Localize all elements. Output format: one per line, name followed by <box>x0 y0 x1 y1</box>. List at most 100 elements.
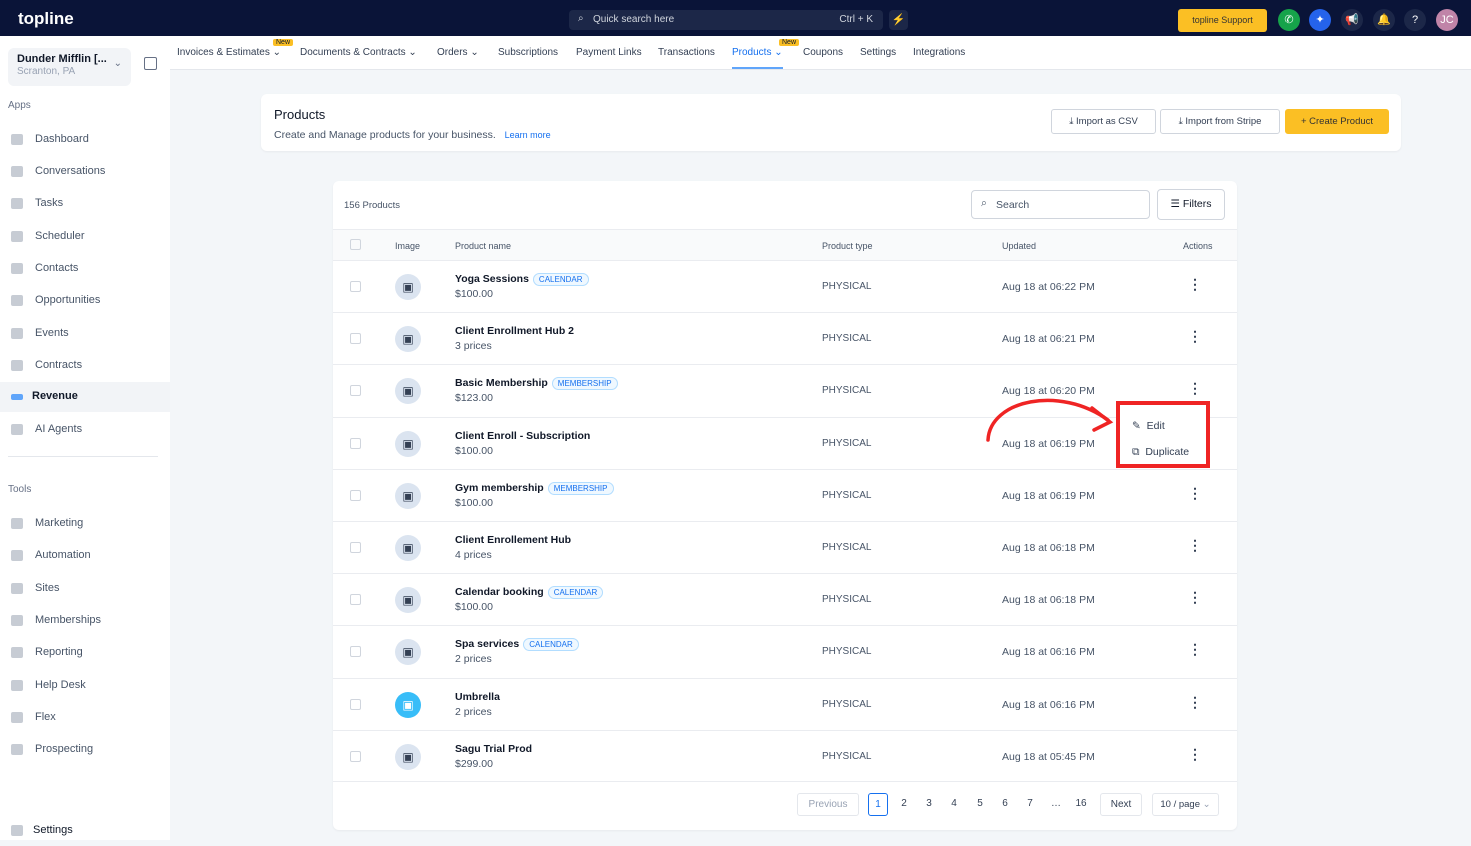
sidebar-item-memberships[interactable]: Memberships <box>0 606 170 636</box>
sidebar-item-events[interactable]: Events <box>0 319 170 349</box>
next-button[interactable]: Next <box>1100 793 1142 816</box>
table-row[interactable]: ▣ Spa services CALENDAR 2 prices PHYSICAL… <box>333 625 1237 677</box>
more-actions-icon[interactable]: ⋮ <box>1188 380 1202 397</box>
menu-item-duplicate[interactable]: ⧉ Duplicate <box>1132 446 1190 458</box>
sidebar-item-revenue[interactable]: Revenue <box>0 382 170 412</box>
more-actions-icon[interactable]: ⋮ <box>1188 693 1202 710</box>
table-row[interactable]: ▣ Umbrella 2 prices PHYSICAL Aug 18 at 0… <box>333 677 1237 730</box>
more-actions-icon[interactable]: ⋮ <box>1188 484 1202 501</box>
bell-icon[interactable]: 🔔 <box>1373 9 1395 31</box>
tab-orders[interactable]: Orders ⌄ <box>437 47 479 58</box>
tab-payment-links[interactable]: Payment Links <box>576 47 642 58</box>
table-row[interactable]: ▣ Gym membership MEMBERSHIP $100.00 PHYSI… <box>333 468 1237 521</box>
product-name[interactable]: Client Enrollement Hub <box>455 534 572 546</box>
table-row[interactable]: ▣ Client Enrollment Hub 2 3 prices PHYSI… <box>333 312 1237 364</box>
create-product-button[interactable]: + Create Product <box>1285 109 1389 134</box>
page-2[interactable]: 2 <box>901 798 907 809</box>
table-row[interactable]: ▣ Sagu Trial Prod $299.00 PHYSICAL Aug 1… <box>333 729 1237 782</box>
logo[interactable]: topline <box>18 9 74 28</box>
support-button[interactable]: topline Support <box>1178 9 1267 32</box>
tab-integrations[interactable]: Integrations <box>913 47 966 58</box>
previous-button[interactable]: Previous <box>797 793 859 816</box>
product-name[interactable]: Spa services CALENDAR <box>455 638 579 652</box>
tab-coupons[interactable]: Coupons <box>803 47 844 58</box>
sidebar-item-scheduler[interactable]: Scheduler <box>0 222 170 252</box>
page-3[interactable]: 3 <box>926 798 932 809</box>
tab-documents-contracts[interactable]: Documents & Contracts ⌄ <box>300 47 417 58</box>
page-7[interactable]: 7 <box>1027 798 1033 809</box>
row-checkbox[interactable] <box>350 646 361 658</box>
sidebar-item-settings[interactable]: Settings <box>0 816 170 846</box>
product-name[interactable]: Client Enroll - Subscription <box>455 429 591 442</box>
row-checkbox[interactable] <box>350 333 361 345</box>
quick-search[interactable]: ⌕ Quick search here Ctrl + K <box>569 10 883 30</box>
product-name[interactable]: Sagu Trial Prod <box>455 742 533 755</box>
row-checkbox[interactable] <box>350 542 361 553</box>
table-row[interactable]: ▣ Client Enrollement Hub 4 prices PHYSIC… <box>333 521 1237 573</box>
sidebar-item-contracts[interactable]: Contracts <box>0 351 170 381</box>
row-checkbox[interactable] <box>350 385 361 397</box>
more-actions-icon[interactable]: ⋮ <box>1188 328 1202 345</box>
page-size-select[interactable]: 10 / page ⌄ <box>1152 793 1219 816</box>
product-name[interactable]: Basic Membership MEMBERSHIP <box>455 377 618 391</box>
page-4[interactable]: 4 <box>951 798 957 809</box>
sidebar-item-opportunities[interactable]: Opportunities <box>0 286 170 316</box>
tab-settings[interactable]: Settings <box>860 47 897 58</box>
sidebar-toggle-icon[interactable] <box>144 57 157 70</box>
sidebar-item-automation[interactable]: Automation <box>0 541 170 571</box>
page-16[interactable]: 16 <box>1075 798 1087 809</box>
table-row[interactable]: ▣ Yoga Sessions CALENDAR $100.00 PHYSICAL… <box>333 260 1237 312</box>
import-stripe-button[interactable]: ⤓ Import from Stripe <box>1160 109 1280 134</box>
sidebar-item-conversations[interactable]: Conversations <box>0 157 170 187</box>
more-actions-icon[interactable]: ⋮ <box>1188 537 1202 553</box>
tab-invoices-estimates[interactable]: Invoices & Estimates ⌄ <box>177 47 281 58</box>
sidebar-item-contacts[interactable]: Contacts <box>0 254 170 284</box>
more-actions-icon[interactable]: ⋮ <box>1188 745 1202 762</box>
sidebar-item-reporting[interactable]: Reporting <box>0 638 170 668</box>
import-csv-button[interactable]: ⤓ Import as CSV <box>1051 109 1156 134</box>
sidebar-item-prospecting[interactable]: Prospecting <box>0 735 170 765</box>
tab-products[interactable]: Products ⌄ <box>732 47 783 69</box>
megaphone-icon[interactable]: 📢 <box>1341 9 1363 31</box>
more-actions-icon[interactable]: ⋮ <box>1188 276 1202 292</box>
row-checkbox[interactable] <box>350 594 361 606</box>
product-name[interactable]: Client Enrollment Hub 2 <box>455 325 575 338</box>
row-checkbox[interactable] <box>350 489 361 501</box>
bolt-icon[interactable]: ⚡ <box>889 10 908 30</box>
avatar[interactable]: JC <box>1436 9 1458 31</box>
table-row[interactable]: ▣ Client Enroll - Subscription $100.00 P… <box>333 416 1237 469</box>
filters-button[interactable]: ☰ Filters <box>1157 189 1225 220</box>
sidebar-item-help-desk[interactable]: Help Desk <box>0 671 170 701</box>
sidebar-item-tasks[interactable]: Tasks <box>0 189 170 219</box>
product-name[interactable]: Umbrella <box>455 690 500 703</box>
row-checkbox[interactable] <box>350 750 361 762</box>
product-name[interactable]: Calendar booking CALENDAR <box>455 586 604 600</box>
row-checkbox[interactable] <box>350 281 361 292</box>
more-actions-icon[interactable]: ⋮ <box>1188 641 1202 658</box>
select-all-checkbox[interactable] <box>350 239 361 250</box>
product-name[interactable]: Gym membership MEMBERSHIP <box>455 481 614 495</box>
sidebar-item-sites[interactable]: Sites <box>0 574 170 604</box>
phone-icon[interactable]: ✆ <box>1278 9 1300 31</box>
page-6[interactable]: 6 <box>1002 798 1008 809</box>
page-1[interactable]: 1 <box>868 793 888 816</box>
product-name[interactable]: Yoga Sessions CALENDAR <box>455 273 589 286</box>
sidebar-item-marketing[interactable]: Marketing <box>0 509 170 539</box>
tab-transactions[interactable]: Transactions <box>658 47 715 58</box>
sidebar-item-dashboard[interactable]: Dashboard <box>0 125 170 155</box>
sidebar-item-ai-agents[interactable]: AI Agents <box>0 415 170 445</box>
table-row[interactable]: ▣ Basic Membership MEMBERSHIP $123.00 PHY… <box>333 364 1237 416</box>
ai-sparkle-icon[interactable]: ✦ <box>1309 9 1331 31</box>
more-actions-icon[interactable]: ⋮ <box>1188 589 1202 606</box>
learn-more-link[interactable]: Learn more <box>504 130 551 140</box>
row-checkbox[interactable] <box>350 698 361 710</box>
sidebar-item-flex[interactable]: Flex <box>0 703 170 733</box>
menu-item-edit[interactable]: ✎ Edit <box>1132 420 1165 432</box>
table-row[interactable]: ▣ Calendar booking CALENDAR $100.00 PHYSI… <box>333 573 1237 625</box>
page-5[interactable]: 5 <box>977 798 983 809</box>
help-icon[interactable]: ? <box>1404 9 1426 31</box>
account-switcher[interactable]: Dunder Mifflin [... Scranton, PA ⌄ <box>8 48 131 86</box>
search-input[interactable]: ⌕ Search <box>971 190 1150 219</box>
row-checkbox[interactable] <box>350 437 361 449</box>
tab-subscriptions[interactable]: Subscriptions <box>498 47 559 58</box>
